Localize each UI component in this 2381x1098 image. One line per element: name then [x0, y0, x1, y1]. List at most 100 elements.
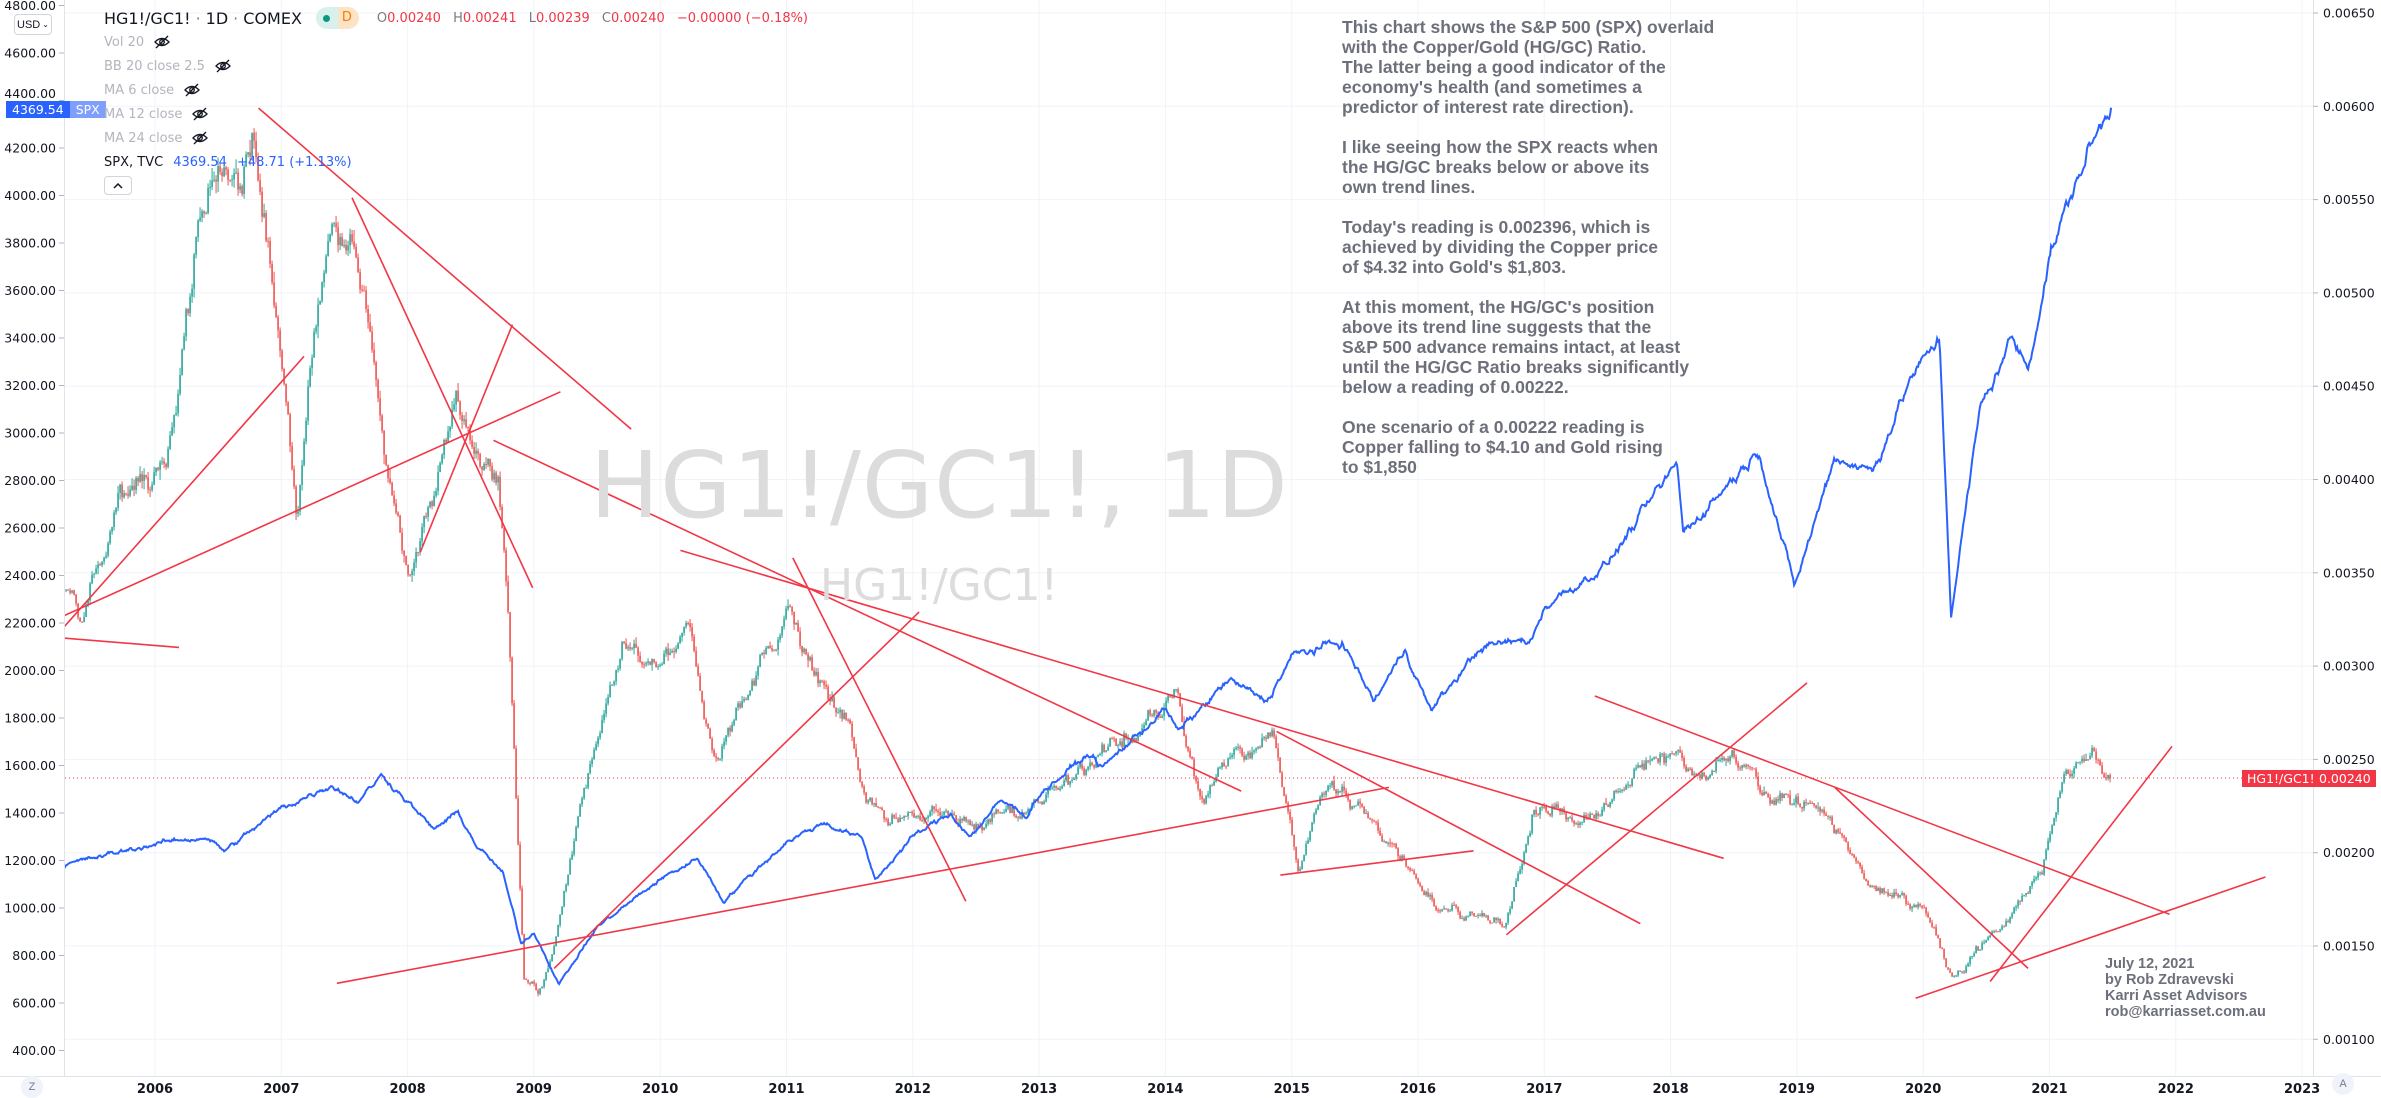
- candle-body: [1407, 866, 1409, 869]
- indicator-item[interactable]: MA 6 close: [104, 78, 816, 102]
- candle-body: [2065, 770, 2067, 775]
- candle-body: [1685, 766, 1687, 772]
- candle-body: [1925, 907, 1927, 914]
- candle: [1813, 802, 1815, 808]
- candle: [1289, 809, 1291, 824]
- overlay-legend-spx[interactable]: SPX, TVC 4369.54 +48.71 (+1.13%): [104, 150, 816, 174]
- trendline[interactable]: [1915, 876, 2266, 1000]
- candle-body: [1699, 774, 1701, 779]
- trendline[interactable]: [1594, 695, 2170, 916]
- candle-body: [1257, 746, 1259, 749]
- trendline[interactable]: [64, 355, 305, 628]
- symbol-name[interactable]: HG1!/GC1!: [104, 8, 191, 28]
- candle: [1519, 866, 1521, 875]
- trendline[interactable]: [419, 324, 514, 553]
- candle: [1441, 908, 1443, 912]
- trendline[interactable]: [258, 107, 632, 430]
- trendline[interactable]: [1280, 850, 1474, 876]
- candle-body: [411, 571, 413, 576]
- candle-body: [819, 680, 821, 684]
- candle-body: [1969, 957, 1971, 964]
- candle-body: [1067, 775, 1069, 785]
- indicator-item[interactable]: MA 24 close: [104, 126, 816, 150]
- eye-off-icon[interactable]: [191, 107, 209, 121]
- collapse-legend-button[interactable]: [104, 176, 132, 195]
- trendline[interactable]: [680, 549, 1724, 860]
- candle-body: [497, 476, 499, 483]
- trendline[interactable]: [64, 391, 561, 617]
- candle: [1303, 854, 1305, 862]
- candle-body: [803, 648, 805, 653]
- candle-body: [2075, 762, 2077, 769]
- candle-body: [433, 495, 435, 506]
- indicator-item[interactable]: Vol 20: [104, 30, 816, 54]
- trendline[interactable]: [553, 611, 920, 969]
- author-signature-text[interactable]: July 12, 2021 by Rob Zdravevski Karri Asse…: [2105, 956, 2266, 1020]
- legend-title-row[interactable]: HG1!/GC1! · 1D · COMEX D O0.00240 H0.002…: [104, 6, 816, 30]
- candle: [749, 690, 751, 697]
- candle-body: [1111, 738, 1113, 740]
- candle-body: [543, 979, 545, 987]
- candle-body: [1831, 816, 1833, 825]
- eye-off-icon[interactable]: [191, 131, 209, 145]
- candle: [1809, 800, 1811, 805]
- trendline[interactable]: [1834, 786, 2029, 969]
- indicator-item[interactable]: BB 20 close 2.5: [104, 54, 816, 78]
- trendline[interactable]: [64, 637, 180, 649]
- right-price-axis[interactable]: 0.006500.006000.005500.005000.004500.004…: [2313, 0, 2375, 1098]
- candle-body: [1145, 720, 1147, 725]
- candle-body: [241, 186, 243, 195]
- candle: [699, 672, 701, 691]
- zoom-reset-button[interactable]: Z: [21, 1076, 43, 1098]
- trendlines[interactable]: [64, 107, 2266, 1000]
- trendline[interactable]: [1505, 682, 1808, 936]
- candle: [1381, 833, 1383, 842]
- candle-body: [1663, 753, 1665, 763]
- candle-body: [157, 467, 159, 470]
- candle-body: [1163, 707, 1165, 716]
- candle: [2011, 911, 2013, 919]
- candle: [1271, 727, 1273, 738]
- market-status-badge[interactable]: D: [315, 7, 359, 29]
- candle-body: [1657, 758, 1659, 763]
- trendline[interactable]: [1276, 730, 1641, 925]
- candle-body: [1385, 841, 1387, 844]
- time-axis[interactable]: 2006 2007 2008 2009 2010 2011 2012 2013 2014 2015…: [0, 1076, 2381, 1098]
- currency-button[interactable]: USD ⌄: [14, 14, 52, 35]
- trendline[interactable]: [493, 439, 1242, 792]
- trendline[interactable]: [351, 197, 534, 589]
- candle: [153, 466, 155, 486]
- trendline[interactable]: [792, 557, 967, 902]
- candle-body: [1683, 757, 1685, 767]
- candle-body: [2091, 748, 2093, 756]
- candle: [1789, 790, 1791, 806]
- chart-annotation-text[interactable]: This chart shows the S&P 500 (SPX) overl…: [1342, 17, 1714, 477]
- left-price-axis[interactable]: 4800.004600.004400.004200.004000.003800.…: [4, 0, 65, 1098]
- candle: [115, 507, 117, 515]
- annotation-line: achieved by dividing the Copper price: [1342, 237, 1659, 257]
- candle-body: [859, 769, 861, 782]
- auto-scale-button[interactable]: A: [2332, 1073, 2354, 1095]
- candle-body: [1613, 790, 1615, 800]
- candle-body: [2085, 759, 2087, 762]
- candle-body: [1483, 913, 1485, 917]
- eye-off-icon[interactable]: [153, 35, 171, 49]
- candle: [1513, 886, 1515, 902]
- candle-body: [1393, 843, 1395, 845]
- candle: [483, 462, 485, 471]
- candle: [2001, 924, 2003, 931]
- eye-off-icon[interactable]: [183, 83, 201, 97]
- trendline[interactable]: [1989, 745, 2173, 982]
- candle-body: [1813, 803, 1815, 806]
- candle-body: [545, 972, 547, 980]
- candle: [287, 400, 289, 416]
- candle: [339, 233, 341, 251]
- candle-body: [691, 627, 693, 637]
- trendline[interactable]: [336, 786, 1390, 985]
- candle-body: [165, 463, 167, 467]
- indicator-item[interactable]: MA 12 close: [104, 102, 816, 126]
- eye-off-icon[interactable]: [214, 59, 232, 73]
- candle: [757, 665, 759, 680]
- candle-body: [1285, 795, 1287, 803]
